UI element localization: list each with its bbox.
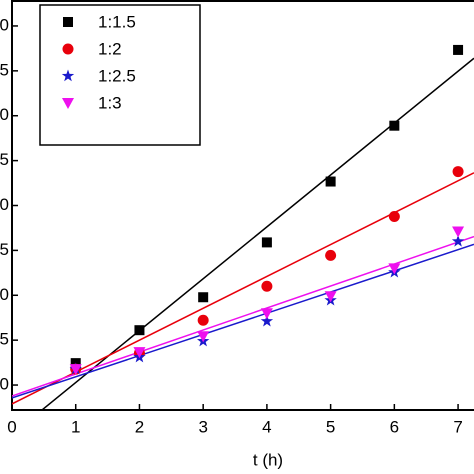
marker	[69, 364, 82, 376]
legend-label: 1:2.5	[98, 66, 136, 85]
marker	[388, 263, 401, 275]
y-tick-label: 30	[0, 195, 9, 214]
y-tick-label: 35	[0, 150, 9, 169]
legend-label: 1:1.5	[98, 12, 136, 31]
y-tick-label: 10	[0, 375, 9, 394]
marker	[325, 249, 337, 261]
fit-line	[12, 172, 474, 405]
marker	[260, 308, 273, 320]
x-axis-label: t (h)	[253, 450, 283, 469]
x-tick-label: 7	[453, 417, 462, 436]
marker	[261, 237, 272, 248]
x-tick-label: 4	[262, 417, 271, 436]
marker	[389, 120, 400, 131]
marker	[452, 166, 464, 178]
legend-marker	[61, 69, 75, 82]
marker	[452, 226, 465, 238]
y-tick-label: 25	[0, 240, 9, 259]
x-tick-label: 0	[7, 417, 16, 436]
y-tick-label: 20	[0, 285, 9, 304]
x-tick-label: 5	[326, 417, 335, 436]
fit-line	[12, 235, 474, 397]
marker	[451, 234, 465, 247]
y-tick-label: 50	[0, 15, 9, 34]
x-tick-label: 6	[390, 417, 399, 436]
y-tick-label: 15	[0, 330, 9, 349]
y-tick-label: 40	[0, 105, 9, 124]
marker	[197, 331, 210, 343]
legend-label: 1:2	[98, 39, 122, 58]
marker	[453, 44, 464, 55]
x-tick-label: 2	[135, 417, 144, 436]
legend-marker	[62, 43, 74, 55]
x-tick-label: 1	[71, 417, 80, 436]
legend-marker	[62, 98, 74, 109]
y-tick-label: 45	[0, 60, 9, 79]
marker	[388, 210, 400, 222]
legend-label: 1:3	[98, 93, 122, 112]
marker	[325, 176, 336, 187]
marker	[261, 280, 273, 292]
marker	[324, 291, 337, 303]
marker	[197, 314, 209, 326]
x-tick-label: 3	[198, 417, 207, 436]
legend-marker	[63, 17, 73, 27]
marker	[134, 325, 145, 336]
marker	[260, 314, 274, 327]
fit-line	[12, 243, 474, 399]
marker	[198, 292, 209, 303]
marker	[133, 347, 146, 359]
